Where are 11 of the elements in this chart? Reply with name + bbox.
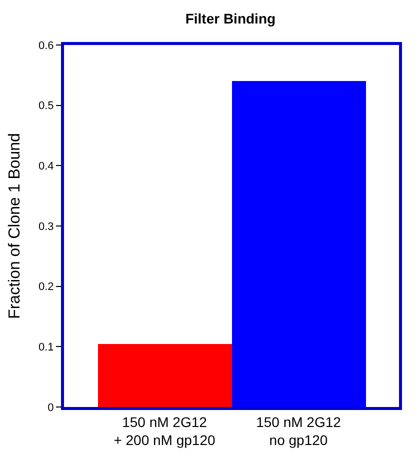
y-tick-label: 0.6 xyxy=(38,40,54,52)
y-tick-label: 0.1 xyxy=(38,342,54,354)
y-tick-label: 0.3 xyxy=(38,220,54,233)
y-tick-label: 0.4 xyxy=(38,160,54,173)
x-tick-label: 150 nM 2G12 no gp120 xyxy=(256,414,342,448)
y-tick-label: 0.5 xyxy=(38,100,54,112)
chart-title: Filter Binding xyxy=(185,10,276,27)
x-tick-label: 150 nM 2G12 + 200 nM gp120 xyxy=(114,414,216,448)
y-tick-label: 0.2 xyxy=(38,281,54,294)
y-axis-title: Fraction of Clone 1 Bound xyxy=(6,133,24,319)
y-tick-label: 0 xyxy=(48,402,54,414)
